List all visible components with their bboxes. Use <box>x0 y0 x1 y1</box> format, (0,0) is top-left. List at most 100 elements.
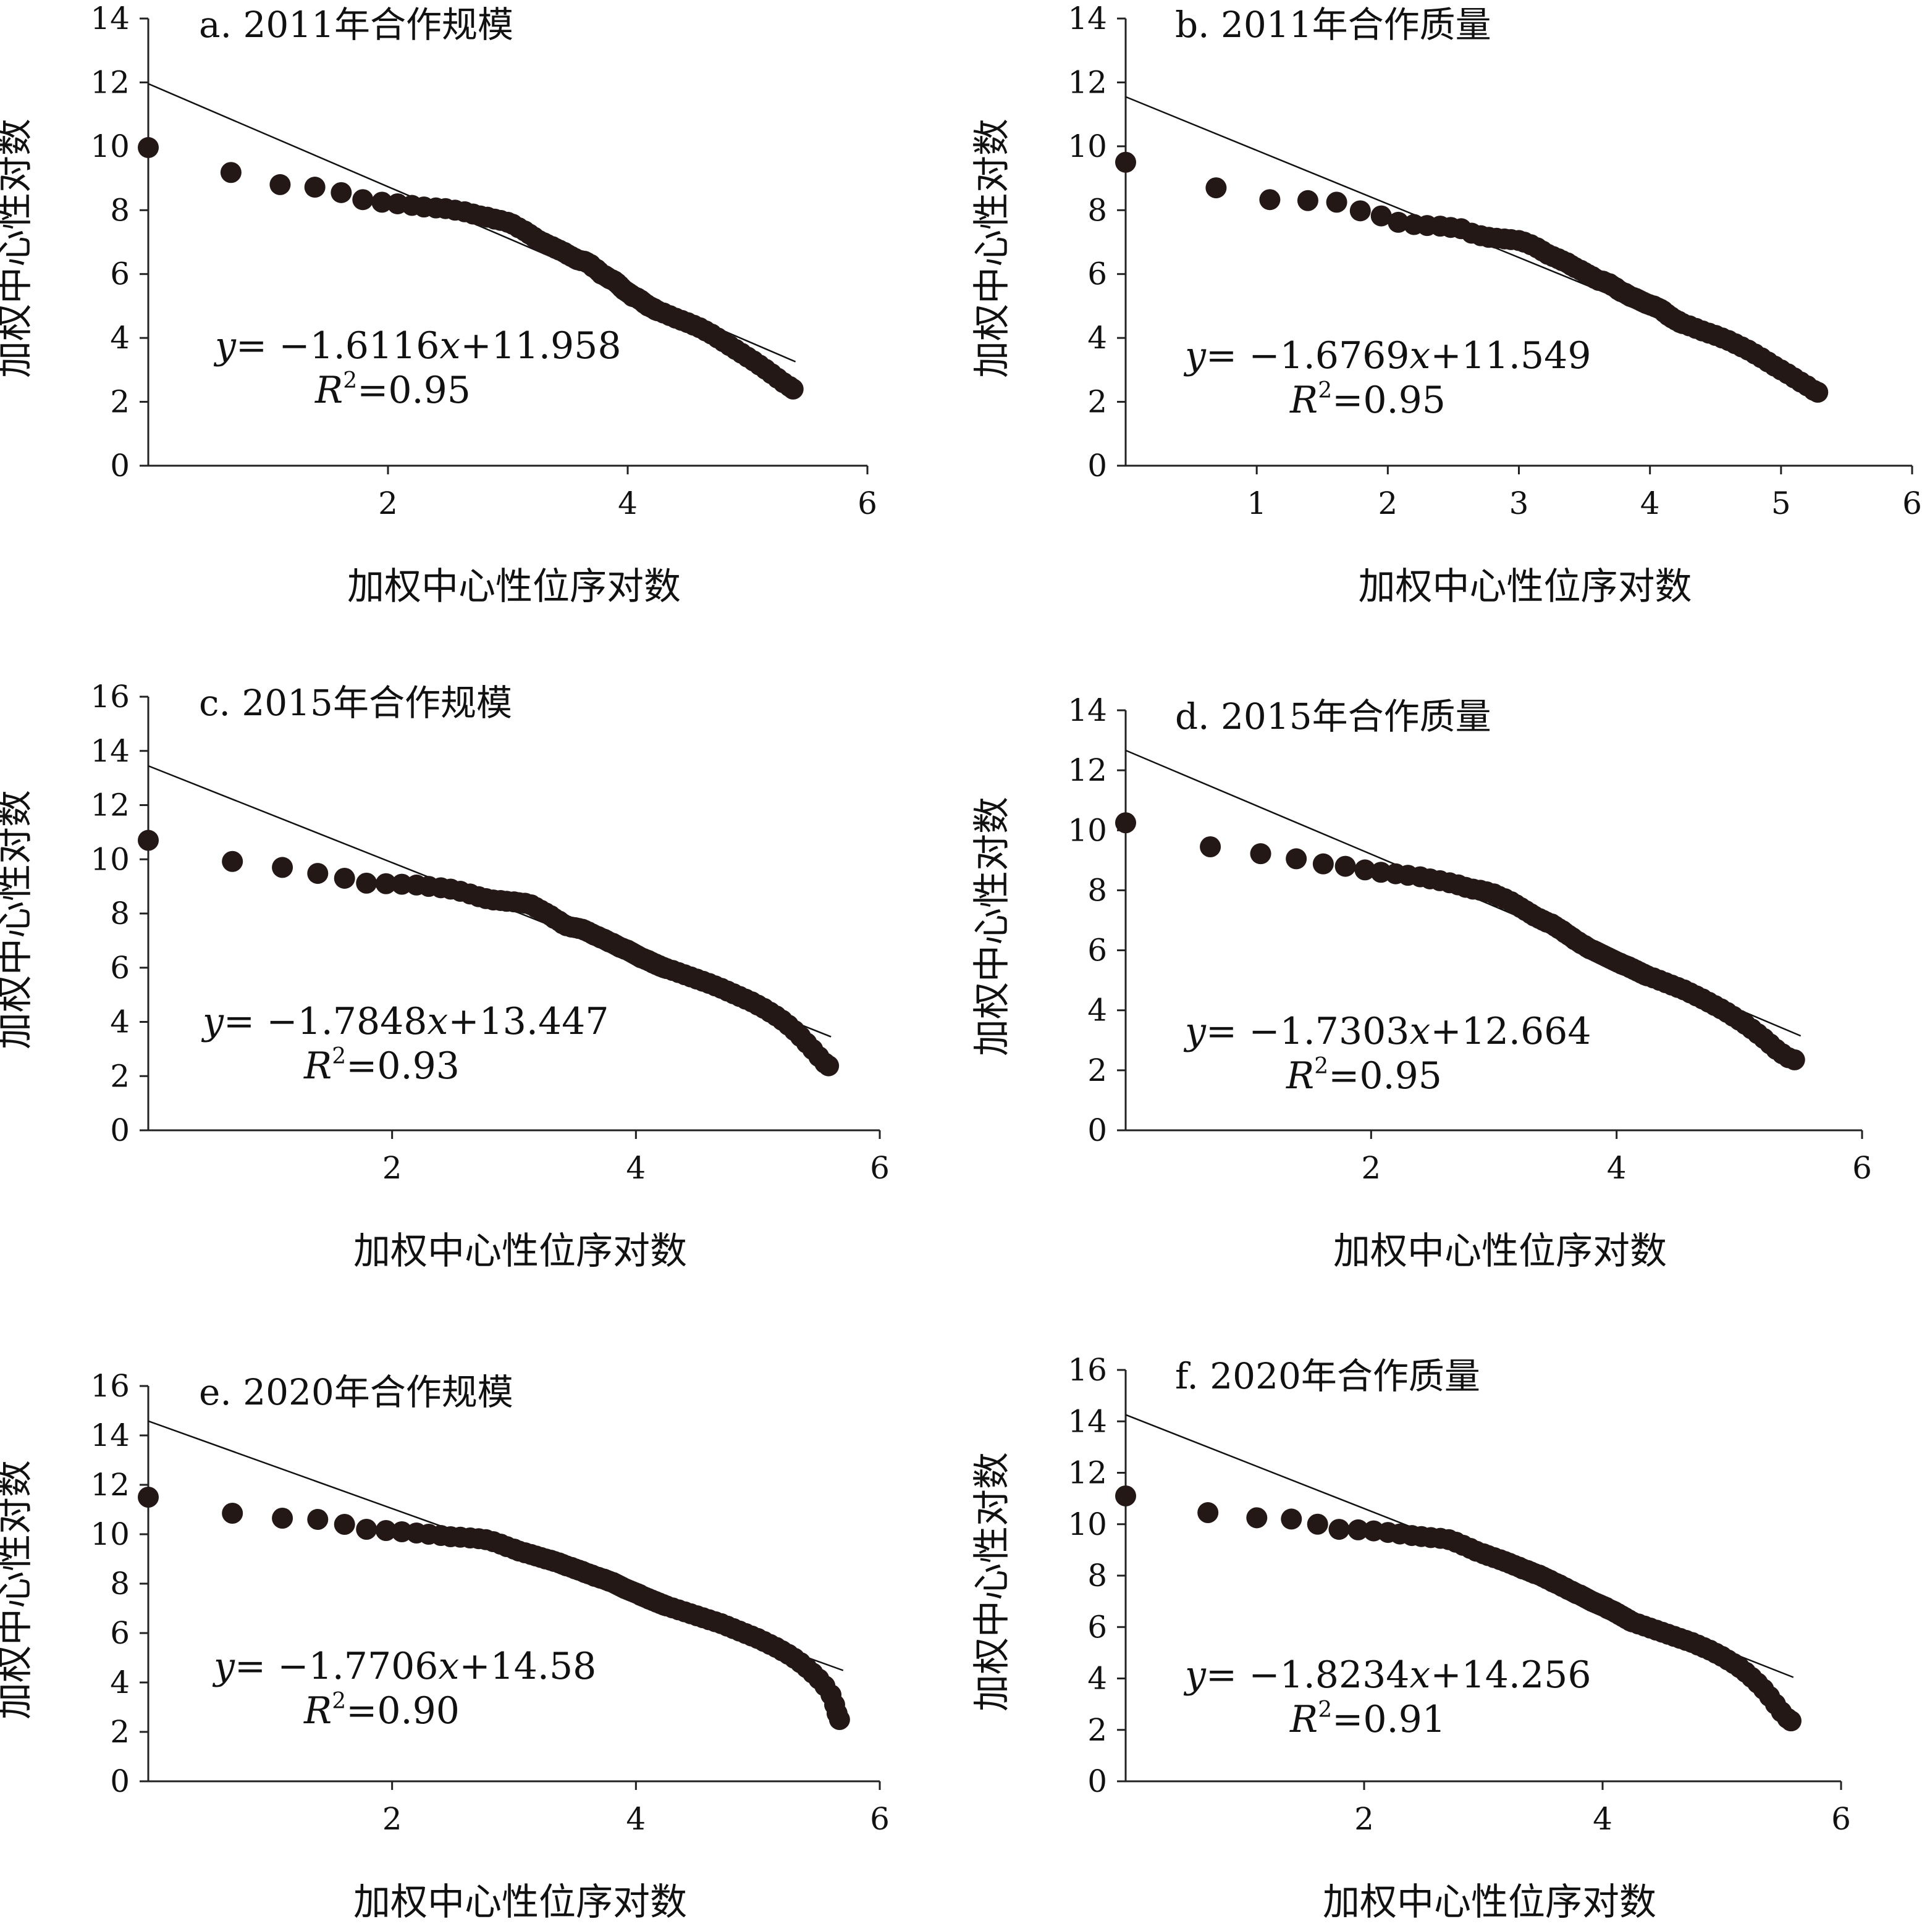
r-squared-symbol: R <box>1289 1698 1318 1741</box>
x-tick-label: 6 <box>1902 485 1922 521</box>
panel-title: c. 2015年合作规模 <box>199 682 512 724</box>
equation-slope: = −1.7848 <box>224 1000 428 1043</box>
data-point <box>356 872 377 894</box>
y-tick-label: 14 <box>1068 692 1107 728</box>
data-point <box>138 830 159 851</box>
regression-equation: y= −1.7848x+13.447 <box>201 1000 609 1043</box>
data-point <box>371 191 393 213</box>
y-tick-label: 12 <box>90 788 130 823</box>
data-point <box>1281 1508 1302 1530</box>
r-squared-value: =0.91 <box>1332 1698 1446 1741</box>
chart-panel-c: 0 2 4 6 8 10 12 14 16 2 4 6 加权中心性位序对数 加权中心性对数 c. 2015年… <box>0 679 890 1273</box>
r-squared-value: =0.93 <box>346 1044 460 1088</box>
r-squared: R2=0.95 <box>314 368 471 412</box>
data-point <box>304 177 326 198</box>
r-squared-value: =0.95 <box>1332 379 1446 422</box>
data-point <box>1115 812 1136 834</box>
x-tick-label: 1 <box>1247 485 1267 521</box>
x-tick-label: 5 <box>1771 485 1791 521</box>
r-squared-symbol: R <box>314 369 343 412</box>
y-tick-label: 16 <box>90 679 130 715</box>
data-point <box>375 873 397 894</box>
y-tick-label: 0 <box>110 1112 130 1148</box>
y-tick-label: 6 <box>110 950 130 986</box>
y-tick-label: 2 <box>1087 1052 1107 1088</box>
y-tick-label: 0 <box>1087 1112 1107 1148</box>
data-point <box>307 1509 329 1530</box>
x-tick-label: 2 <box>1361 1150 1381 1186</box>
y-tick-label: 10 <box>90 1516 130 1552</box>
data-point <box>1250 843 1271 865</box>
data-point <box>1354 859 1376 881</box>
x-tick-label: 6 <box>858 485 877 521</box>
r-squared-superscript: 2 <box>1318 1697 1332 1723</box>
y-tick-label: 10 <box>90 128 130 164</box>
x-tick-label: 6 <box>870 1150 890 1186</box>
data-point <box>782 378 804 400</box>
data-point <box>1780 1710 1802 1732</box>
y-axis-title: 加权中心性对数 <box>971 119 1014 378</box>
r-squared: R2=0.90 <box>303 1689 460 1732</box>
data-point <box>1312 853 1334 875</box>
data-point <box>818 1055 840 1077</box>
r-squared-value: =0.90 <box>346 1689 460 1732</box>
y-tick-label: 6 <box>1087 1609 1107 1645</box>
x-axis-title: 加权中心性位序对数 <box>1333 1230 1667 1273</box>
y-tick-label: 14 <box>90 1 130 36</box>
x-tick-label: 4 <box>618 485 638 521</box>
y-tick-label: 4 <box>110 1665 130 1700</box>
y-tick-label: 12 <box>1068 752 1107 788</box>
data-point <box>269 174 291 195</box>
data-point <box>1349 200 1371 222</box>
regression-equation: y= −1.7303x+12.664 <box>1183 1010 1591 1053</box>
r-squared-superscript: 2 <box>343 368 357 393</box>
data-point <box>1115 151 1136 173</box>
x-tick-label: 6 <box>1852 1150 1872 1186</box>
y-tick-label: 14 <box>1068 1403 1107 1439</box>
y-axis-title: 加权中心性对数 <box>0 1460 36 1720</box>
equation-slope: = −1.6769 <box>1206 334 1410 377</box>
regression-equation: y= −1.6116x+11.958 <box>213 324 622 368</box>
r-squared: R2=0.95 <box>1286 1054 1442 1098</box>
y-tick-label: 8 <box>1087 872 1107 908</box>
equation-intercept: +11.549 <box>1430 334 1591 377</box>
chart-panel-e: 0 2 4 6 8 10 12 14 16 2 4 6 加权中心性位序对数 加权中心性对数 e. 2020年… <box>0 1368 890 1924</box>
y-tick-label: 4 <box>110 1004 130 1040</box>
equation-x: x <box>1409 1010 1430 1053</box>
regression-equation: y= −1.8234x+14.256 <box>1183 1653 1591 1697</box>
y-tick-label: 10 <box>1068 128 1107 164</box>
y-tick-label: 2 <box>110 1714 130 1750</box>
data-point <box>1328 1519 1350 1540</box>
equation-intercept: +14.58 <box>459 1645 596 1688</box>
equation-y: y <box>213 324 237 368</box>
x-axis-title: 加权中心性位序对数 <box>353 1881 687 1924</box>
y-tick-label: 2 <box>1087 1712 1107 1748</box>
y-axis-title: 加权中心性对数 <box>0 790 36 1049</box>
y-tick-label: 4 <box>1087 993 1107 1028</box>
y-axis-title: 加权中心性对数 <box>0 119 36 378</box>
panel-title: d. 2015年合作质量 <box>1175 695 1491 737</box>
y-tick-label: 8 <box>110 192 130 228</box>
data-point <box>1388 211 1409 233</box>
y-tick-label: 0 <box>110 448 130 484</box>
regression-equation: y= −1.7706x+14.58 <box>212 1645 596 1688</box>
r-squared-superscript: 2 <box>332 1689 346 1714</box>
y-tick-label: 0 <box>110 1763 130 1799</box>
data-point <box>331 182 352 203</box>
y-tick-label: 16 <box>1068 1352 1107 1388</box>
r-squared-symbol: R <box>303 1044 332 1088</box>
y-tick-label: 10 <box>1068 1506 1107 1542</box>
y-tick-label: 8 <box>1087 1558 1107 1594</box>
x-axis-title: 加权中心性位序对数 <box>347 565 681 608</box>
equation-slope: = −1.8234 <box>1206 1653 1410 1697</box>
data-point <box>1326 191 1347 213</box>
y-tick-label: 8 <box>1087 192 1107 228</box>
data-point <box>272 857 293 878</box>
data-point <box>1784 1049 1805 1070</box>
data-point <box>138 136 159 158</box>
y-tick-label: 6 <box>1087 933 1107 968</box>
r-squared: R2=0.95 <box>1289 378 1446 422</box>
y-tick-label: 10 <box>1068 812 1107 848</box>
y-tick-label: 2 <box>110 1058 130 1094</box>
